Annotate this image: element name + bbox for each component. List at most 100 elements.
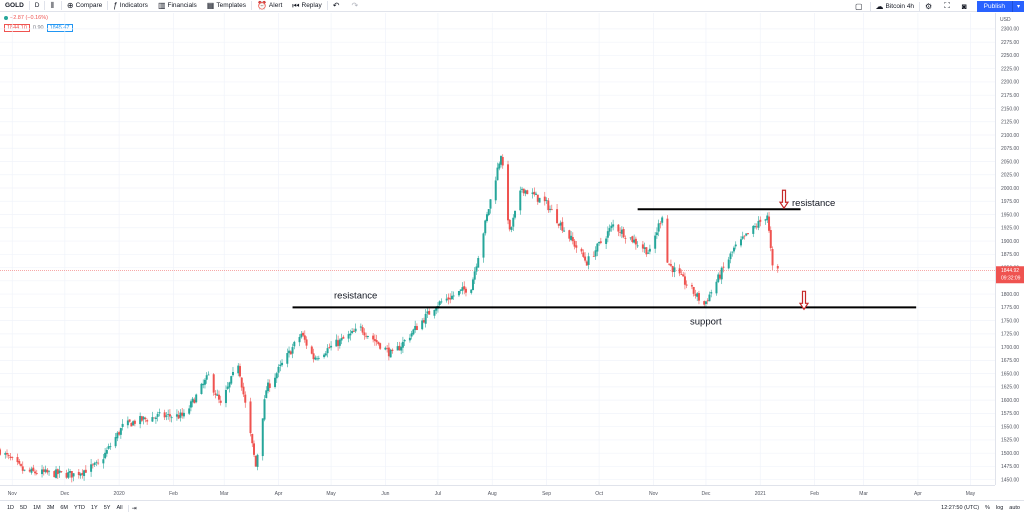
candle-body[interactable] — [104, 452, 107, 459]
candle-body[interactable] — [105, 449, 108, 454]
candle-body[interactable] — [126, 420, 129, 426]
candle-body[interactable] — [121, 423, 124, 427]
candle-body[interactable] — [403, 339, 406, 342]
candle-body[interactable] — [181, 412, 184, 416]
candle-body[interactable] — [720, 267, 723, 280]
candle-body[interactable] — [524, 190, 527, 194]
candle-body[interactable] — [228, 382, 231, 388]
candle-body[interactable] — [668, 263, 671, 265]
candle-body[interactable] — [216, 394, 219, 396]
range-6m-button[interactable]: 6M — [60, 504, 68, 511]
candle-body[interactable] — [440, 301, 443, 303]
candle-body[interactable] — [90, 464, 93, 472]
candle-body[interactable] — [342, 336, 345, 339]
bar-style-button[interactable]: ⫴ — [45, 0, 60, 12]
indicators-button[interactable]: ƒ Indicators — [108, 0, 153, 12]
candle-body[interactable] — [545, 200, 548, 201]
candle-body[interactable] — [496, 167, 499, 181]
candle-body[interactable] — [694, 294, 697, 296]
candle-body[interactable] — [366, 335, 369, 338]
candle-body[interactable] — [729, 253, 732, 260]
candle-body[interactable] — [170, 417, 173, 419]
candle-body[interactable] — [514, 210, 517, 218]
candle-body[interactable] — [747, 233, 750, 234]
candle-body[interactable] — [7, 455, 10, 456]
candle-body[interactable] — [396, 346, 399, 351]
candle-body[interactable] — [669, 264, 672, 266]
range-5d-button[interactable]: 5D — [20, 504, 28, 511]
candle-body[interactable] — [484, 220, 487, 234]
candle-body[interactable] — [140, 416, 143, 421]
candle-body[interactable] — [739, 239, 742, 246]
candle-body[interactable] — [205, 375, 208, 380]
candle-body[interactable] — [289, 351, 292, 355]
candle-body[interactable] — [759, 219, 762, 222]
candle-body[interactable] — [487, 209, 490, 216]
candle-body[interactable] — [592, 255, 595, 257]
range-5y-button[interactable]: 5Y — [103, 504, 111, 511]
candle-body[interactable] — [207, 374, 210, 376]
candle-body[interactable] — [42, 469, 45, 472]
candle-body[interactable] — [643, 247, 646, 249]
candle-body[interactable] — [731, 251, 734, 253]
candle-body[interactable] — [449, 298, 452, 300]
candle-body[interactable] — [202, 383, 205, 386]
candle-body[interactable] — [359, 326, 362, 328]
publish-button[interactable]: Publish — [976, 0, 1012, 12]
candle-body[interactable] — [361, 327, 364, 333]
candle-body[interactable] — [58, 470, 61, 474]
publish-menu-button[interactable]: ▾ — [1012, 0, 1024, 12]
candle-body[interactable] — [450, 295, 453, 300]
candle-body[interactable] — [377, 341, 380, 345]
candle-body[interactable] — [408, 337, 411, 341]
candle-body[interactable] — [16, 457, 19, 463]
candle-body[interactable] — [286, 353, 289, 364]
bid-price[interactable]: 1844.10 — [4, 24, 30, 32]
support-label[interactable]: support — [690, 316, 722, 327]
range-1d-button[interactable]: 1D — [7, 504, 15, 511]
candle-body[interactable] — [305, 339, 308, 346]
candle-body[interactable] — [400, 346, 403, 351]
candle-body[interactable] — [457, 290, 460, 296]
candle-body[interactable] — [132, 421, 135, 426]
candle-body[interactable] — [549, 208, 552, 210]
candle-body[interactable] — [512, 217, 515, 227]
candle-body[interactable] — [156, 414, 159, 417]
candle-body[interactable] — [95, 462, 98, 464]
candle-body[interactable] — [240, 377, 243, 388]
candle-body[interactable] — [673, 267, 676, 272]
candle-body[interactable] — [718, 274, 721, 279]
candle-body[interactable] — [310, 346, 313, 354]
candle-body[interactable] — [288, 350, 291, 354]
candle-body[interactable] — [629, 237, 632, 239]
candle-body[interactable] — [766, 215, 769, 221]
candle-body[interactable] — [535, 193, 538, 195]
candle-body[interactable] — [214, 393, 217, 396]
candle-body[interactable] — [372, 335, 375, 340]
candle-body[interactable] — [69, 470, 72, 473]
candle-body[interactable] — [253, 443, 256, 455]
percent-toggle[interactable]: % — [985, 505, 990, 511]
annotation-arrows[interactable] — [778, 189, 810, 311]
candle-body[interactable] — [398, 345, 401, 351]
log-toggle[interactable]: log — [995, 505, 1004, 511]
candle-body[interactable] — [682, 274, 685, 277]
candle-body[interactable] — [312, 353, 315, 360]
candle-body[interactable] — [470, 289, 473, 293]
candle-body[interactable] — [242, 386, 245, 395]
candle-body[interactable] — [118, 432, 121, 435]
candle-body[interactable] — [734, 244, 737, 247]
date-range-icon[interactable]: ⇥ — [127, 504, 140, 512]
candle-body[interactable] — [655, 232, 658, 236]
candle-body[interactable] — [769, 230, 772, 249]
candle-body[interactable] — [741, 236, 744, 239]
resistance-label-lower[interactable]: resistance — [334, 290, 377, 301]
candle-body[interactable] — [657, 223, 660, 232]
candle-body[interactable] — [81, 472, 84, 475]
candle-body[interactable] — [501, 156, 504, 166]
candle-body[interactable] — [598, 242, 601, 244]
range-1y-button[interactable]: 1Y — [90, 504, 98, 511]
candle-body[interactable] — [263, 399, 266, 420]
candle-body[interactable] — [151, 417, 154, 422]
candlestick-series[interactable] — [0, 154, 779, 483]
